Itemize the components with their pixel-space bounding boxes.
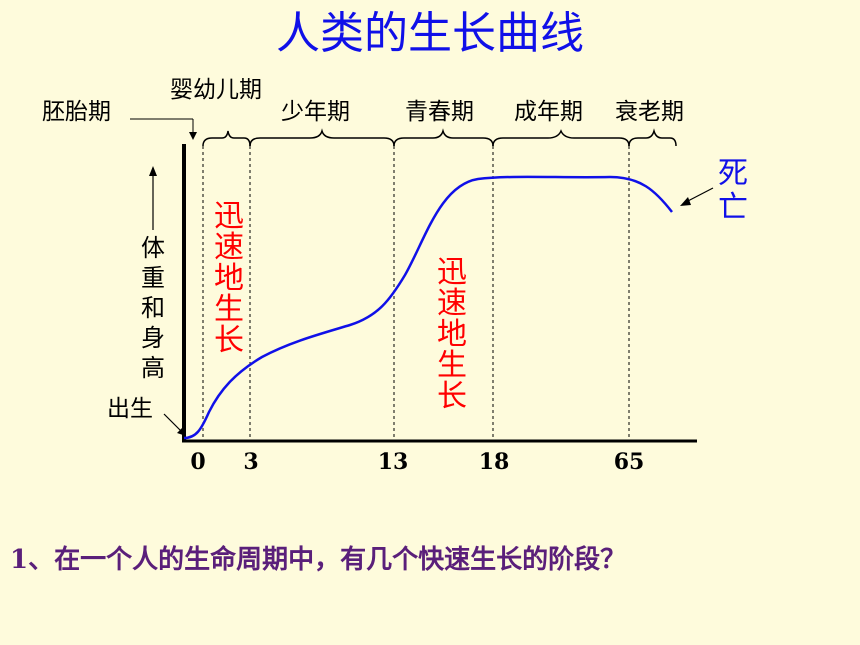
stage-dividers <box>202 146 630 440</box>
rapid-growth-label-youth-char: 地 <box>437 317 467 352</box>
y-axis-label-char: 重 <box>141 264 165 292</box>
brace-youth <box>393 128 494 147</box>
tick-label: 0 <box>190 449 205 475</box>
stage-braces <box>202 128 677 147</box>
death-label-char: 死 <box>718 156 748 191</box>
rapid-growth-label-infant-char: 地 <box>214 261 244 296</box>
stage-label-adult: 成年期 <box>514 99 583 125</box>
y-axis-label-char: 身 <box>141 324 165 352</box>
birth-pointer-line <box>163 413 183 433</box>
rapid-growth-label-infant-char: 生 <box>214 292 244 327</box>
question-text: 1、在一个人的生命周期中，有几个快速生长的阶段？ <box>10 545 627 575</box>
tick-label: 3 <box>243 449 258 475</box>
stage-label-infant: 婴幼儿期 <box>170 77 262 103</box>
y-label-arrow-icon <box>149 166 157 176</box>
stage-label-youth: 青春期 <box>405 99 474 125</box>
birth-label: 出生 <box>107 396 153 422</box>
brace-elder <box>628 128 677 147</box>
rapid-growth-label-youth-char: 迅 <box>437 255 467 290</box>
rapid-growth-label-youth-char: 速 <box>437 286 467 321</box>
embryo-arrow-icon <box>189 132 197 140</box>
death-pointer-line <box>685 187 714 203</box>
rapid-growth-label-infant-char: 速 <box>214 230 244 265</box>
birth-arrow-icon <box>177 427 186 436</box>
y-axis-label-char: 高 <box>141 354 165 382</box>
rapid-growth-label-infant-char: 长 <box>214 323 244 358</box>
page-title: 人类的生长曲线 <box>276 8 584 59</box>
death-arrow-icon <box>680 197 691 206</box>
stage-label-elder: 衰老期 <box>615 99 684 125</box>
brace-infant <box>202 130 251 147</box>
y-axis-label-char: 和 <box>141 294 165 322</box>
stage-label-embryo: 胚胎期 <box>42 99 111 125</box>
stage-label-child: 少年期 <box>281 99 350 125</box>
rapid-growth-label-infant-char: 迅 <box>214 199 244 234</box>
y-axis-label-char: 体 <box>141 234 165 262</box>
death-label-char: 亡 <box>718 190 748 225</box>
growth-curve <box>183 175 673 440</box>
tick-label: 18 <box>479 449 510 475</box>
brace-adult <box>492 129 630 147</box>
tick-label: 65 <box>614 449 645 475</box>
death-label: 死亡 <box>718 156 748 225</box>
brace-child <box>249 128 395 147</box>
rapid-growth-label-youth-char: 长 <box>437 379 467 414</box>
rapid-growth-label-youth-char: 生 <box>437 348 467 383</box>
tick-label: 13 <box>378 449 409 475</box>
